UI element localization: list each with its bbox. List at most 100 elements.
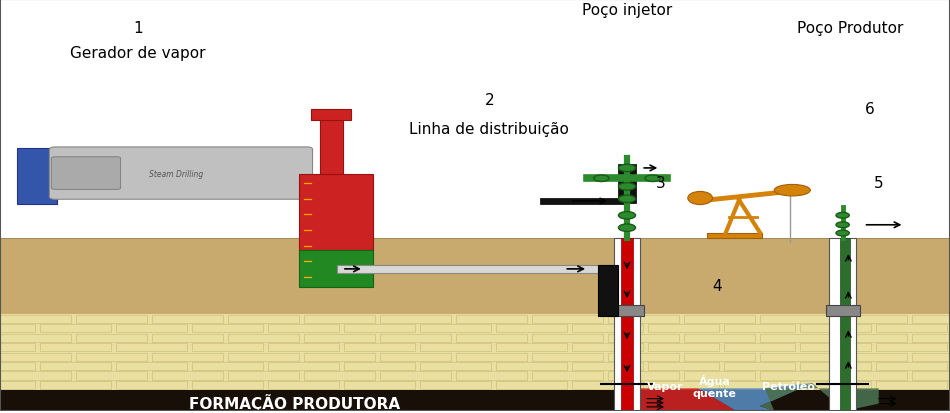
Bar [304, 353, 375, 361]
Bar [380, 353, 451, 361]
Bar [152, 372, 223, 380]
Bar [836, 353, 907, 361]
Bar [76, 353, 147, 361]
Bar [608, 315, 679, 323]
Bar [532, 334, 603, 342]
Bar [116, 362, 187, 370]
Bar [0, 372, 71, 380]
Text: 1: 1 [133, 21, 142, 36]
Bar [760, 334, 831, 342]
Bar [0, 238, 950, 314]
Bar [800, 324, 871, 332]
Bar [912, 315, 950, 323]
Bar [380, 334, 451, 342]
Bar [380, 315, 451, 323]
Bar [420, 324, 491, 332]
Bar [456, 315, 527, 323]
Text: Linha de distribuição: Linha de distribuição [409, 122, 569, 137]
Bar [344, 324, 415, 332]
Bar [228, 334, 299, 342]
Text: Vapor: Vapor [647, 381, 683, 392]
Text: FORMAÇÃO PRODUTORA: FORMAÇÃO PRODUTORA [189, 393, 400, 411]
Bar [621, 238, 634, 411]
Bar [836, 315, 907, 323]
Bar [299, 175, 373, 250]
Bar [648, 362, 719, 370]
Bar [684, 334, 755, 342]
Text: 6: 6 [864, 102, 874, 116]
Bar [829, 238, 856, 411]
Bar [152, 353, 223, 361]
Bar [192, 343, 263, 351]
Text: Petróleo: Petróleo [762, 381, 815, 392]
Bar [228, 372, 299, 380]
Bar [304, 315, 375, 323]
Bar [76, 372, 147, 380]
Text: Gerador de vapor: Gerador de vapor [70, 46, 205, 61]
Bar [344, 362, 415, 370]
Text: 4: 4 [712, 278, 722, 293]
Ellipse shape [774, 185, 810, 197]
Bar [532, 353, 603, 361]
Bar [608, 334, 679, 342]
Bar [648, 343, 719, 351]
Bar [760, 353, 831, 361]
Bar [800, 381, 871, 389]
Bar [420, 343, 491, 351]
Bar [0, 324, 35, 332]
Bar [608, 372, 679, 380]
Bar [268, 381, 339, 389]
Text: Água
quente: Água quente [693, 375, 736, 398]
Bar [800, 362, 871, 370]
Circle shape [836, 222, 849, 228]
Text: 3: 3 [656, 176, 665, 190]
Text: 2: 2 [484, 93, 494, 108]
Bar [724, 362, 795, 370]
Bar [684, 372, 755, 380]
Bar [344, 381, 415, 389]
Bar [876, 324, 947, 332]
Bar [836, 372, 907, 380]
Bar [610, 305, 644, 316]
Bar [684, 315, 755, 323]
Polygon shape [698, 383, 812, 411]
Circle shape [594, 176, 609, 182]
Bar [760, 372, 831, 380]
Bar [192, 324, 263, 332]
Bar [344, 343, 415, 351]
Bar [496, 381, 567, 389]
Bar [456, 372, 527, 380]
Bar [420, 381, 491, 389]
Bar [496, 324, 567, 332]
Bar [268, 343, 339, 351]
Bar [572, 362, 643, 370]
Ellipse shape [688, 192, 712, 205]
Bar [572, 324, 643, 332]
Bar [17, 148, 57, 205]
Bar [707, 233, 762, 238]
Bar [380, 372, 451, 380]
Bar [876, 381, 947, 389]
Bar [841, 238, 850, 411]
Bar [912, 372, 950, 380]
Bar [684, 353, 755, 361]
Circle shape [836, 213, 849, 218]
Bar [268, 324, 339, 332]
Bar [912, 334, 950, 342]
Bar [40, 324, 111, 332]
Bar [876, 343, 947, 351]
Bar [540, 199, 627, 204]
Circle shape [836, 230, 849, 236]
Bar [496, 343, 567, 351]
Bar [724, 343, 795, 351]
Text: 5: 5 [874, 176, 884, 190]
Bar [724, 381, 795, 389]
Bar [614, 238, 640, 411]
Bar [116, 343, 187, 351]
Bar [618, 164, 636, 204]
Bar [876, 362, 947, 370]
Bar [724, 324, 795, 332]
Bar [40, 381, 111, 389]
Bar [532, 372, 603, 380]
Bar [572, 343, 643, 351]
